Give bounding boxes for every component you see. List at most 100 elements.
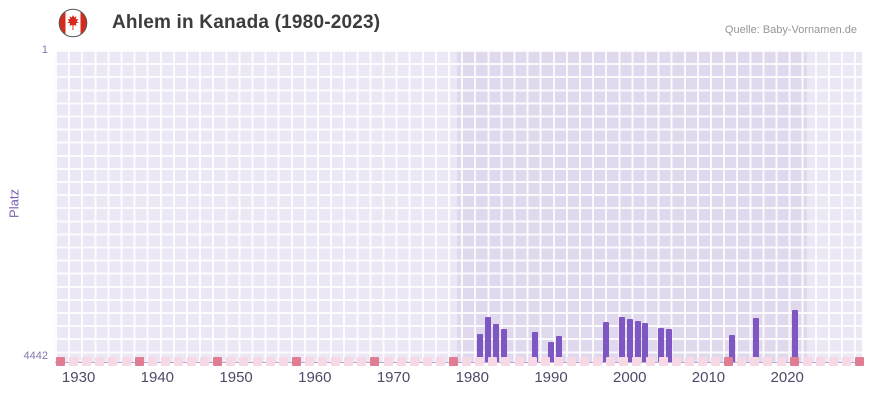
bar-1997[interactable] bbox=[603, 321, 610, 362]
strip-cell bbox=[828, 357, 838, 366]
source-label: Quelle: Baby-Vornamen.de bbox=[724, 24, 857, 36]
strip-cell bbox=[842, 357, 851, 366]
x-tick-1940: 1940 bbox=[140, 369, 175, 386]
strip-cell bbox=[737, 357, 747, 366]
strip-cell bbox=[802, 357, 812, 366]
bar-1988[interactable] bbox=[532, 331, 539, 362]
bar-2013[interactable] bbox=[729, 335, 736, 362]
strip-cell bbox=[357, 357, 367, 366]
strip-cell bbox=[553, 357, 563, 366]
bar-2004[interactable] bbox=[658, 328, 665, 362]
strip-cell bbox=[422, 357, 432, 366]
strip-cell bbox=[383, 357, 393, 366]
grid-overlay bbox=[55, 50, 862, 362]
strip-cell bbox=[160, 357, 170, 366]
x-tick-1980: 1980 bbox=[455, 369, 489, 386]
strip-cell bbox=[213, 357, 223, 366]
chart-title: Ahlem in Kanada (1980-2023) bbox=[112, 12, 381, 33]
strip-cell bbox=[82, 357, 92, 366]
bar-1983[interactable] bbox=[492, 323, 499, 362]
strip-cell bbox=[815, 357, 825, 366]
y-axis-bottom-tick: 4442 bbox=[23, 350, 48, 362]
bar-1984[interactable] bbox=[500, 328, 507, 362]
x-tick-2010: 2010 bbox=[691, 369, 726, 386]
plot-area bbox=[55, 50, 865, 366]
bar-1999[interactable] bbox=[618, 316, 625, 362]
strip-cell bbox=[488, 357, 498, 366]
strip-cell bbox=[121, 357, 131, 366]
strip-cell bbox=[331, 357, 341, 366]
strip-cell bbox=[855, 357, 865, 366]
bar-2000[interactable] bbox=[626, 319, 633, 362]
strip-cell bbox=[724, 357, 734, 366]
strip-cell bbox=[69, 357, 79, 366]
strip-cell bbox=[200, 357, 210, 366]
x-tick-1930: 1930 bbox=[61, 369, 96, 386]
bar-2002[interactable] bbox=[642, 323, 649, 362]
strip-cell bbox=[789, 357, 799, 366]
strip-cell bbox=[265, 357, 275, 366]
strip-cell bbox=[593, 357, 603, 366]
strip-cell bbox=[370, 357, 380, 366]
bar-1981[interactable] bbox=[477, 333, 484, 362]
strip-cell bbox=[645, 357, 655, 366]
canada-flag-icon bbox=[58, 8, 88, 38]
strip-cell bbox=[409, 357, 419, 366]
strip-cell bbox=[776, 357, 786, 366]
y-axis-top-tick: 1 bbox=[41, 44, 48, 56]
bar-2001[interactable] bbox=[634, 321, 641, 362]
strip-cell bbox=[632, 357, 642, 366]
x-tick-1950: 1950 bbox=[219, 369, 253, 386]
strip-cell bbox=[278, 357, 288, 366]
strip-cell bbox=[56, 357, 65, 366]
strip-cell bbox=[291, 357, 301, 366]
strip-cell bbox=[763, 357, 773, 366]
y-axis-title: Platz bbox=[6, 189, 22, 218]
strip-cell bbox=[501, 357, 511, 366]
strip-cell bbox=[396, 357, 406, 366]
strip-cell bbox=[462, 357, 472, 366]
strip-cell bbox=[173, 357, 183, 366]
bar-2016[interactable] bbox=[752, 317, 759, 362]
x-tick-1960: 1960 bbox=[298, 369, 332, 386]
strip-cell bbox=[134, 357, 144, 366]
strip-cell bbox=[750, 357, 760, 366]
strip-cell bbox=[304, 357, 314, 366]
bar-2005[interactable] bbox=[666, 328, 673, 362]
bar-1991[interactable] bbox=[555, 335, 562, 362]
strip-cell bbox=[527, 357, 537, 366]
strip-cell bbox=[226, 357, 236, 366]
strip-cell bbox=[318, 357, 327, 366]
strip-cell bbox=[435, 357, 445, 366]
strip-cell bbox=[449, 357, 458, 366]
x-tick-2000: 2000 bbox=[613, 369, 647, 386]
x-tick-1990: 1990 bbox=[534, 369, 568, 386]
strip-cell bbox=[566, 357, 576, 366]
x-tick-1970: 1970 bbox=[376, 369, 411, 386]
x-tick-2020: 2020 bbox=[770, 369, 804, 386]
bar-1982[interactable] bbox=[485, 316, 492, 362]
strip-cell bbox=[108, 357, 118, 366]
strip-cell bbox=[252, 357, 262, 366]
strip-cell bbox=[344, 357, 354, 366]
strip-cell bbox=[711, 357, 720, 366]
strip-cell bbox=[95, 357, 105, 366]
strip-cell bbox=[580, 357, 589, 366]
strip-cell bbox=[684, 357, 694, 366]
x-axis-labels: 1930 1940 1950 1960 1970 1980 1990 2000 2010 2020 bbox=[55, 369, 862, 391]
bottom-strip bbox=[55, 357, 865, 367]
strip-cell bbox=[619, 357, 629, 366]
strip-cell bbox=[514, 357, 524, 366]
strip-cell bbox=[671, 357, 681, 366]
bar-1990[interactable] bbox=[548, 342, 554, 362]
strip-cell bbox=[606, 357, 616, 366]
strip-cell bbox=[239, 357, 249, 366]
strip-cell bbox=[147, 357, 157, 366]
bar-2021[interactable] bbox=[792, 309, 799, 362]
strip-cell bbox=[697, 357, 707, 366]
strip-cell bbox=[475, 357, 485, 366]
strip-cell bbox=[540, 357, 550, 366]
strip-cell bbox=[187, 357, 196, 366]
strip-cell bbox=[658, 357, 668, 366]
